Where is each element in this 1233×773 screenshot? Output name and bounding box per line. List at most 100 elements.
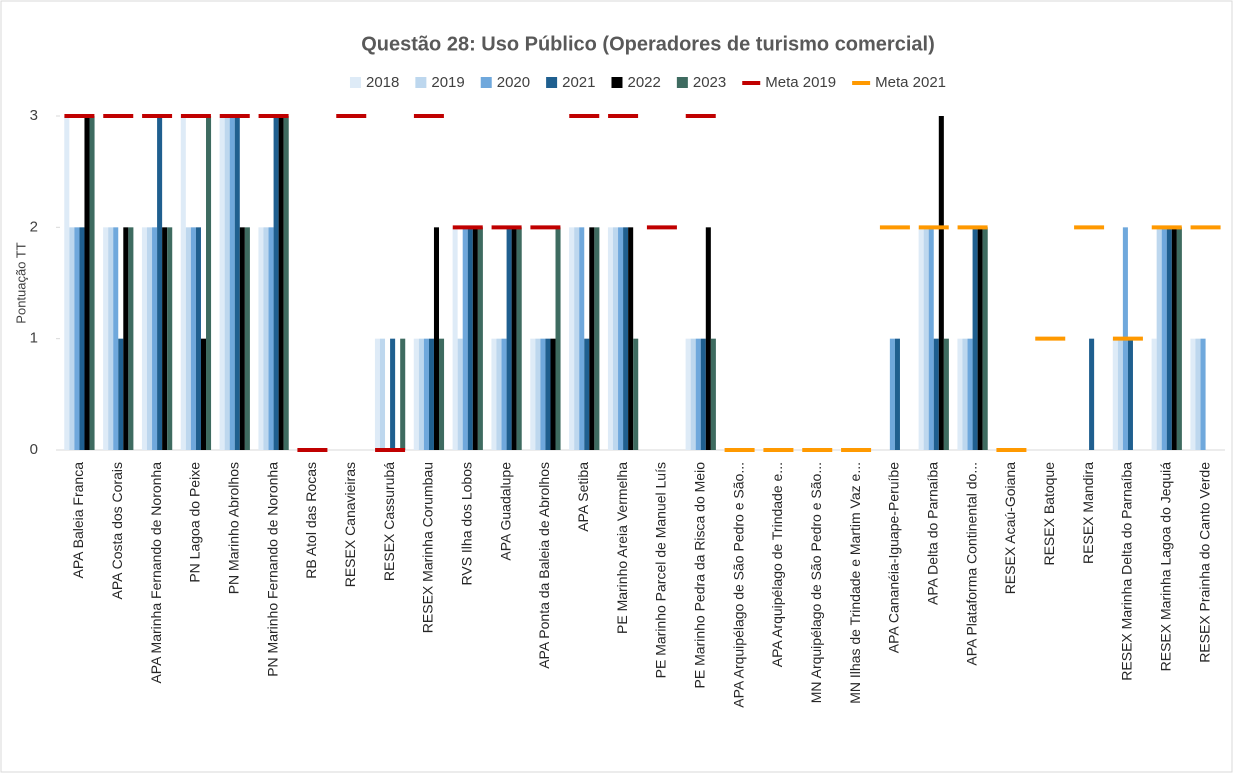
bar xyxy=(710,338,716,450)
bar xyxy=(1127,338,1133,450)
x-tick-label: RESEX Canavieiras xyxy=(342,462,358,587)
bar xyxy=(180,116,186,450)
x-tick-label: MN Ilhas de Trindade e Martim Vaz e... xyxy=(847,462,863,704)
bar xyxy=(433,227,440,450)
bar xyxy=(584,338,590,450)
y-tick-label: 2 xyxy=(30,218,38,235)
x-tick-label: PN Marinho Fernando de Noronha xyxy=(264,462,280,677)
bar xyxy=(423,338,429,450)
legend-swatch xyxy=(415,77,427,88)
bar xyxy=(1161,227,1167,450)
bar xyxy=(938,116,944,450)
bar xyxy=(569,227,575,450)
bar xyxy=(1195,338,1201,450)
legend-label: 2019 xyxy=(431,74,464,91)
x-tick-label: APA Arquipélago de Trindade e... xyxy=(769,462,785,667)
bar xyxy=(516,227,522,450)
bar xyxy=(123,227,129,450)
bar xyxy=(283,116,289,450)
bar xyxy=(1190,338,1196,450)
bar xyxy=(511,227,517,450)
x-tick-label: APA Cananéia-Iguape-Peruíbe xyxy=(886,462,902,653)
bar xyxy=(390,338,396,450)
x-tick-label: RESEX Batoque xyxy=(1041,462,1057,566)
legend-swatch xyxy=(546,77,558,88)
bar xyxy=(1156,227,1162,450)
x-tick-label: APA Arquipélago de São Pedro e São... xyxy=(730,462,746,708)
bar xyxy=(74,227,80,450)
bar xyxy=(273,116,279,450)
bar xyxy=(418,338,424,450)
y-tick-label: 0 xyxy=(30,441,38,458)
bar xyxy=(491,338,497,450)
x-tick-label: RESEX Acaú-Goiana xyxy=(1002,462,1018,595)
bar xyxy=(472,227,478,450)
bar xyxy=(933,338,939,450)
legend-label: Meta 2019 xyxy=(765,74,836,91)
bar xyxy=(894,338,900,450)
bar xyxy=(244,227,250,450)
y-tick-label: 3 xyxy=(30,107,38,124)
bar xyxy=(234,116,240,450)
bar xyxy=(1112,338,1118,450)
bar xyxy=(1176,227,1182,450)
bar xyxy=(457,338,463,450)
bar xyxy=(146,227,153,450)
x-tick-label: RESEX Mandira xyxy=(1080,462,1096,564)
bar xyxy=(574,227,580,450)
x-tick-label: APA Guadalupe xyxy=(497,462,513,561)
bar xyxy=(413,338,419,450)
bar xyxy=(685,338,691,450)
bar xyxy=(263,227,269,450)
x-tick-label: RESEX Prainha do Canto Verde xyxy=(1196,462,1212,663)
bar xyxy=(113,227,119,450)
x-tick-label: APA Costa dos Corais xyxy=(109,462,125,599)
bar xyxy=(268,227,274,450)
x-tick-label: RVS Ilha dos Lobos xyxy=(458,462,474,586)
x-tick-label: PN Lagoa do Peixe xyxy=(187,462,203,583)
x-tick-label: APA Baleia Franca xyxy=(70,462,86,579)
bar xyxy=(918,227,924,450)
bar xyxy=(1151,338,1157,450)
bar xyxy=(506,227,512,450)
bar xyxy=(607,227,613,450)
x-tick-label: RESEX Marinha Corumbau xyxy=(420,462,436,633)
bar xyxy=(195,227,201,450)
x-tick-label: APA Setiba xyxy=(575,462,591,532)
bar xyxy=(108,227,114,450)
bar xyxy=(982,227,988,450)
legend-label: 2021 xyxy=(562,74,595,91)
y-tick-label: 1 xyxy=(30,330,38,347)
bar xyxy=(550,338,556,450)
x-tick-label: APA Marinha Fernando de Noronha xyxy=(148,462,164,684)
bar xyxy=(141,227,147,450)
bar xyxy=(1117,338,1123,450)
x-tick-label: APA Delta do Parnaíba xyxy=(924,462,940,605)
bar xyxy=(589,227,595,450)
bar xyxy=(69,227,75,450)
bar xyxy=(628,227,634,450)
bar xyxy=(128,227,134,450)
chart-title: Questão 28: Uso Público (Operadores de t… xyxy=(361,33,935,55)
bar xyxy=(1166,227,1172,450)
bar xyxy=(229,116,235,450)
bar xyxy=(612,227,619,450)
bar xyxy=(957,338,963,450)
bar xyxy=(1171,227,1177,450)
bar xyxy=(64,116,70,450)
bar xyxy=(633,338,639,450)
bar xyxy=(219,116,225,450)
x-tick-label: RESEX Marinha Delta do Parnaíba xyxy=(1119,462,1135,681)
bar xyxy=(889,338,895,450)
legend-swatch xyxy=(611,77,623,88)
legend-label: 2018 xyxy=(366,74,399,91)
legend-label: 2022 xyxy=(627,74,660,91)
bar xyxy=(185,227,191,450)
bar xyxy=(705,227,711,450)
bar xyxy=(690,338,696,450)
x-tick-label: PN Marinho Abrolhos xyxy=(225,462,241,594)
bar xyxy=(695,338,701,450)
bar xyxy=(152,227,158,450)
bar xyxy=(239,227,245,450)
bar xyxy=(79,227,85,450)
